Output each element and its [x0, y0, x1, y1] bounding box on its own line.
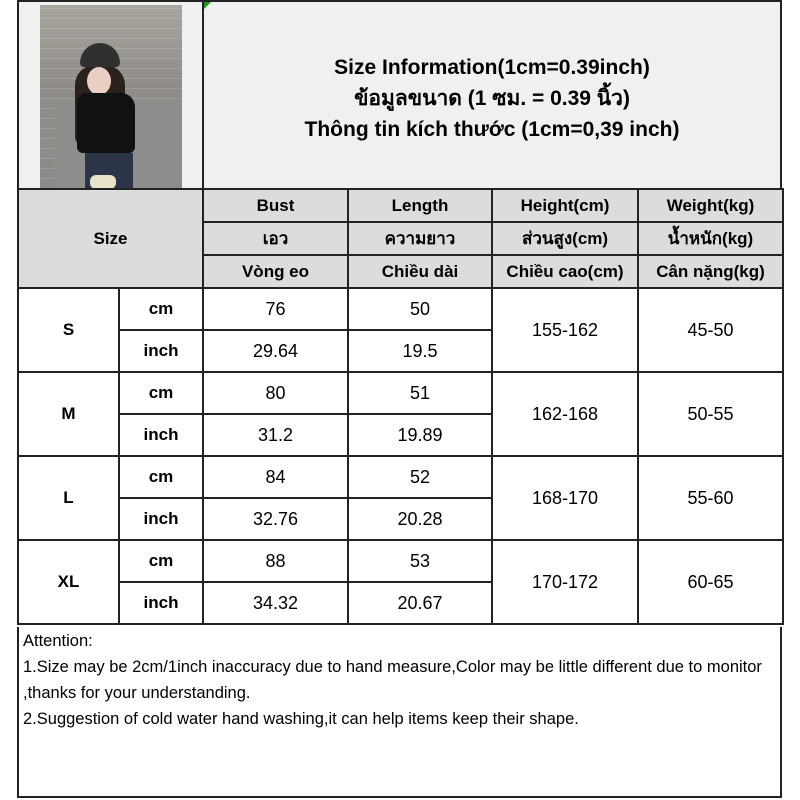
bust-inch: 29.64 — [202, 329, 349, 373]
attention-notes: Attention: 1.Size may be 2cm/1inch inacc… — [17, 627, 782, 798]
col-bust: Bust — [202, 188, 349, 223]
size-label: M — [17, 371, 120, 457]
col-bust-vi: Vòng eo — [202, 254, 349, 289]
unit-cm: cm — [118, 455, 204, 499]
col-length-th: ความยาว — [347, 221, 493, 256]
size-label: S — [17, 287, 120, 373]
col-bust-th: เอว — [202, 221, 349, 256]
bust-inch: 31.2 — [202, 413, 349, 457]
size-chart-table: Size Bust Length Height(cm) Weight(kg) เ… — [17, 188, 784, 625]
weight-range: 50-55 — [637, 371, 784, 457]
unit-cm: cm — [118, 371, 204, 415]
product-photo — [40, 5, 182, 188]
col-length: Length — [347, 188, 493, 223]
table-row-cm: XL cm 88 53 170-172 60-65 — [17, 539, 784, 625]
size-label: XL — [17, 539, 120, 625]
size-label: L — [17, 455, 120, 541]
unit-inch: inch — [118, 581, 204, 625]
table-row-inch: inch 31.2 19.89 — [18, 413, 783, 457]
weight-range: 45-50 — [637, 287, 784, 373]
table-row-inch: inch 32.76 20.28 — [18, 497, 783, 541]
col-height: Height(cm) — [491, 188, 639, 223]
attention-note-2: 2.Suggestion of cold water hand washing,… — [23, 710, 579, 728]
attention-heading: Attention: — [23, 632, 93, 650]
unit-cm: cm — [118, 287, 204, 331]
title-english: Size Information(1cm=0.39inch) — [334, 55, 650, 79]
bust-cm: 84 — [202, 455, 349, 499]
col-weight: Weight(kg) — [637, 188, 784, 223]
col-height-vi: Chiều cao(cm) — [491, 254, 639, 289]
cell-comment-marker-icon — [204, 2, 211, 9]
length-inch: 20.67 — [347, 581, 493, 625]
length-cm: 50 — [347, 287, 493, 331]
header-row-english: Size Bust Length Height(cm) Weight(kg) — [17, 188, 784, 289]
weight-range: 55-60 — [637, 455, 784, 541]
header-section: Size Information(1cm=0.39inch) ข้อมูลขนา… — [17, 0, 782, 190]
product-photo-cell — [19, 2, 204, 190]
title-thai: ข้อมูลขนาด (1 ซม. = 0.39 นิ้ว) — [354, 86, 630, 110]
height-range: 162-168 — [491, 371, 639, 457]
col-weight-th: น้ำหนัก(kg) — [637, 221, 784, 256]
height-range: 155-162 — [491, 287, 639, 373]
bust-cm: 76 — [202, 287, 349, 331]
weight-range: 60-65 — [637, 539, 784, 625]
length-inch: 19.5 — [347, 329, 493, 373]
length-inch: 20.28 — [347, 497, 493, 541]
unit-inch: inch — [118, 497, 204, 541]
table-row-inch: inch 29.64 19.5 — [18, 329, 783, 373]
bust-cm: 80 — [202, 371, 349, 415]
size-header: Size — [17, 188, 204, 289]
unit-inch: inch — [118, 329, 204, 373]
header-row-vietnamese: Vòng eo Chiều dài Chiều cao(cm) Cân nặng… — [18, 254, 784, 289]
length-cm: 53 — [347, 539, 493, 583]
col-height-th: ส่วนสูง(cm) — [491, 221, 639, 256]
table-row-inch: inch 34.32 20.67 — [18, 581, 783, 625]
bust-inch: 34.32 — [202, 581, 349, 625]
bust-cm: 88 — [202, 539, 349, 583]
col-weight-vi: Cân nặng(kg) — [637, 254, 784, 289]
title-vietnamese: Thông tin kích thước (1cm=0,39 inch) — [304, 117, 680, 141]
attention-note-1: 1.Size may be 2cm/1inch inaccuracy due t… — [23, 658, 762, 702]
header-row-thai: เอว ความยาว ส่วนสูง(cm) น้ำหนัก(kg) — [18, 221, 784, 256]
bust-inch: 32.76 — [202, 497, 349, 541]
size-info-title: Size Information(1cm=0.39inch) ข้อมูลขนา… — [204, 2, 780, 192]
length-cm: 51 — [347, 371, 493, 415]
length-inch: 19.89 — [347, 413, 493, 457]
col-length-vi: Chiều dài — [347, 254, 493, 289]
height-range: 170-172 — [491, 539, 639, 625]
height-range: 168-170 — [491, 455, 639, 541]
length-cm: 52 — [347, 455, 493, 499]
unit-inch: inch — [118, 413, 204, 457]
unit-cm: cm — [118, 539, 204, 583]
